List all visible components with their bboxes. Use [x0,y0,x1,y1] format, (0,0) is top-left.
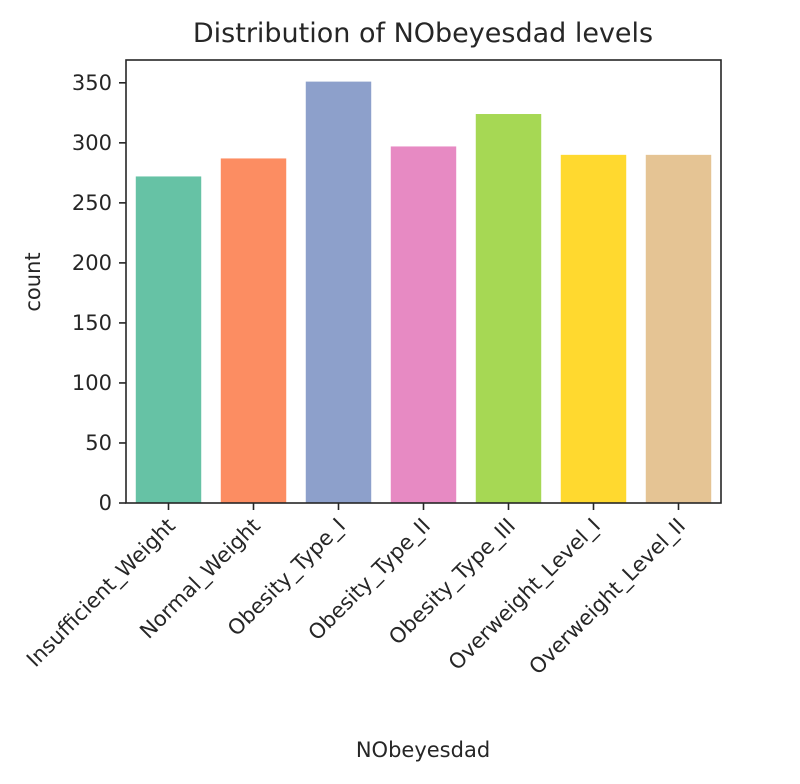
y-tick-label: 0 [99,491,112,515]
bar-obesity-type-ii [390,146,457,503]
y-tick-label: 50 [85,431,112,455]
x-axis-label: NObeyesdad [356,738,490,762]
bar-normal-weight [220,158,287,503]
x-tick-label: Insufficient_Weight [22,514,181,673]
y-tick-label: 350 [72,71,112,95]
x-axis-ticks: Insufficient_WeightNormal_WeightObesity_… [22,503,691,680]
y-tick-label: 200 [72,251,112,275]
y-axis-label: count [21,252,45,311]
bar-obesity-type-i [305,81,372,504]
chart-title: Distribution of NObeyesdad levels [193,18,653,49]
bar-obesity-type-iii [475,114,542,504]
bar-overweight-level-ii [645,154,712,503]
plot-frame [125,59,722,504]
x-tick-label: Overweight_Level_I [444,514,606,676]
y-tick-label: 300 [72,131,112,155]
x-tick-label: Overweight_Level_II [524,514,690,680]
y-tick-label: 250 [72,191,112,215]
bar-insufficient-weight [135,176,202,503]
bar-overweight-level-i [560,154,627,503]
y-axis-ticks: 0 50 100 150 200 250 300 350 [72,71,126,515]
y-tick-label: 150 [72,311,112,335]
bars [135,81,712,504]
y-tick-label: 100 [72,371,112,395]
